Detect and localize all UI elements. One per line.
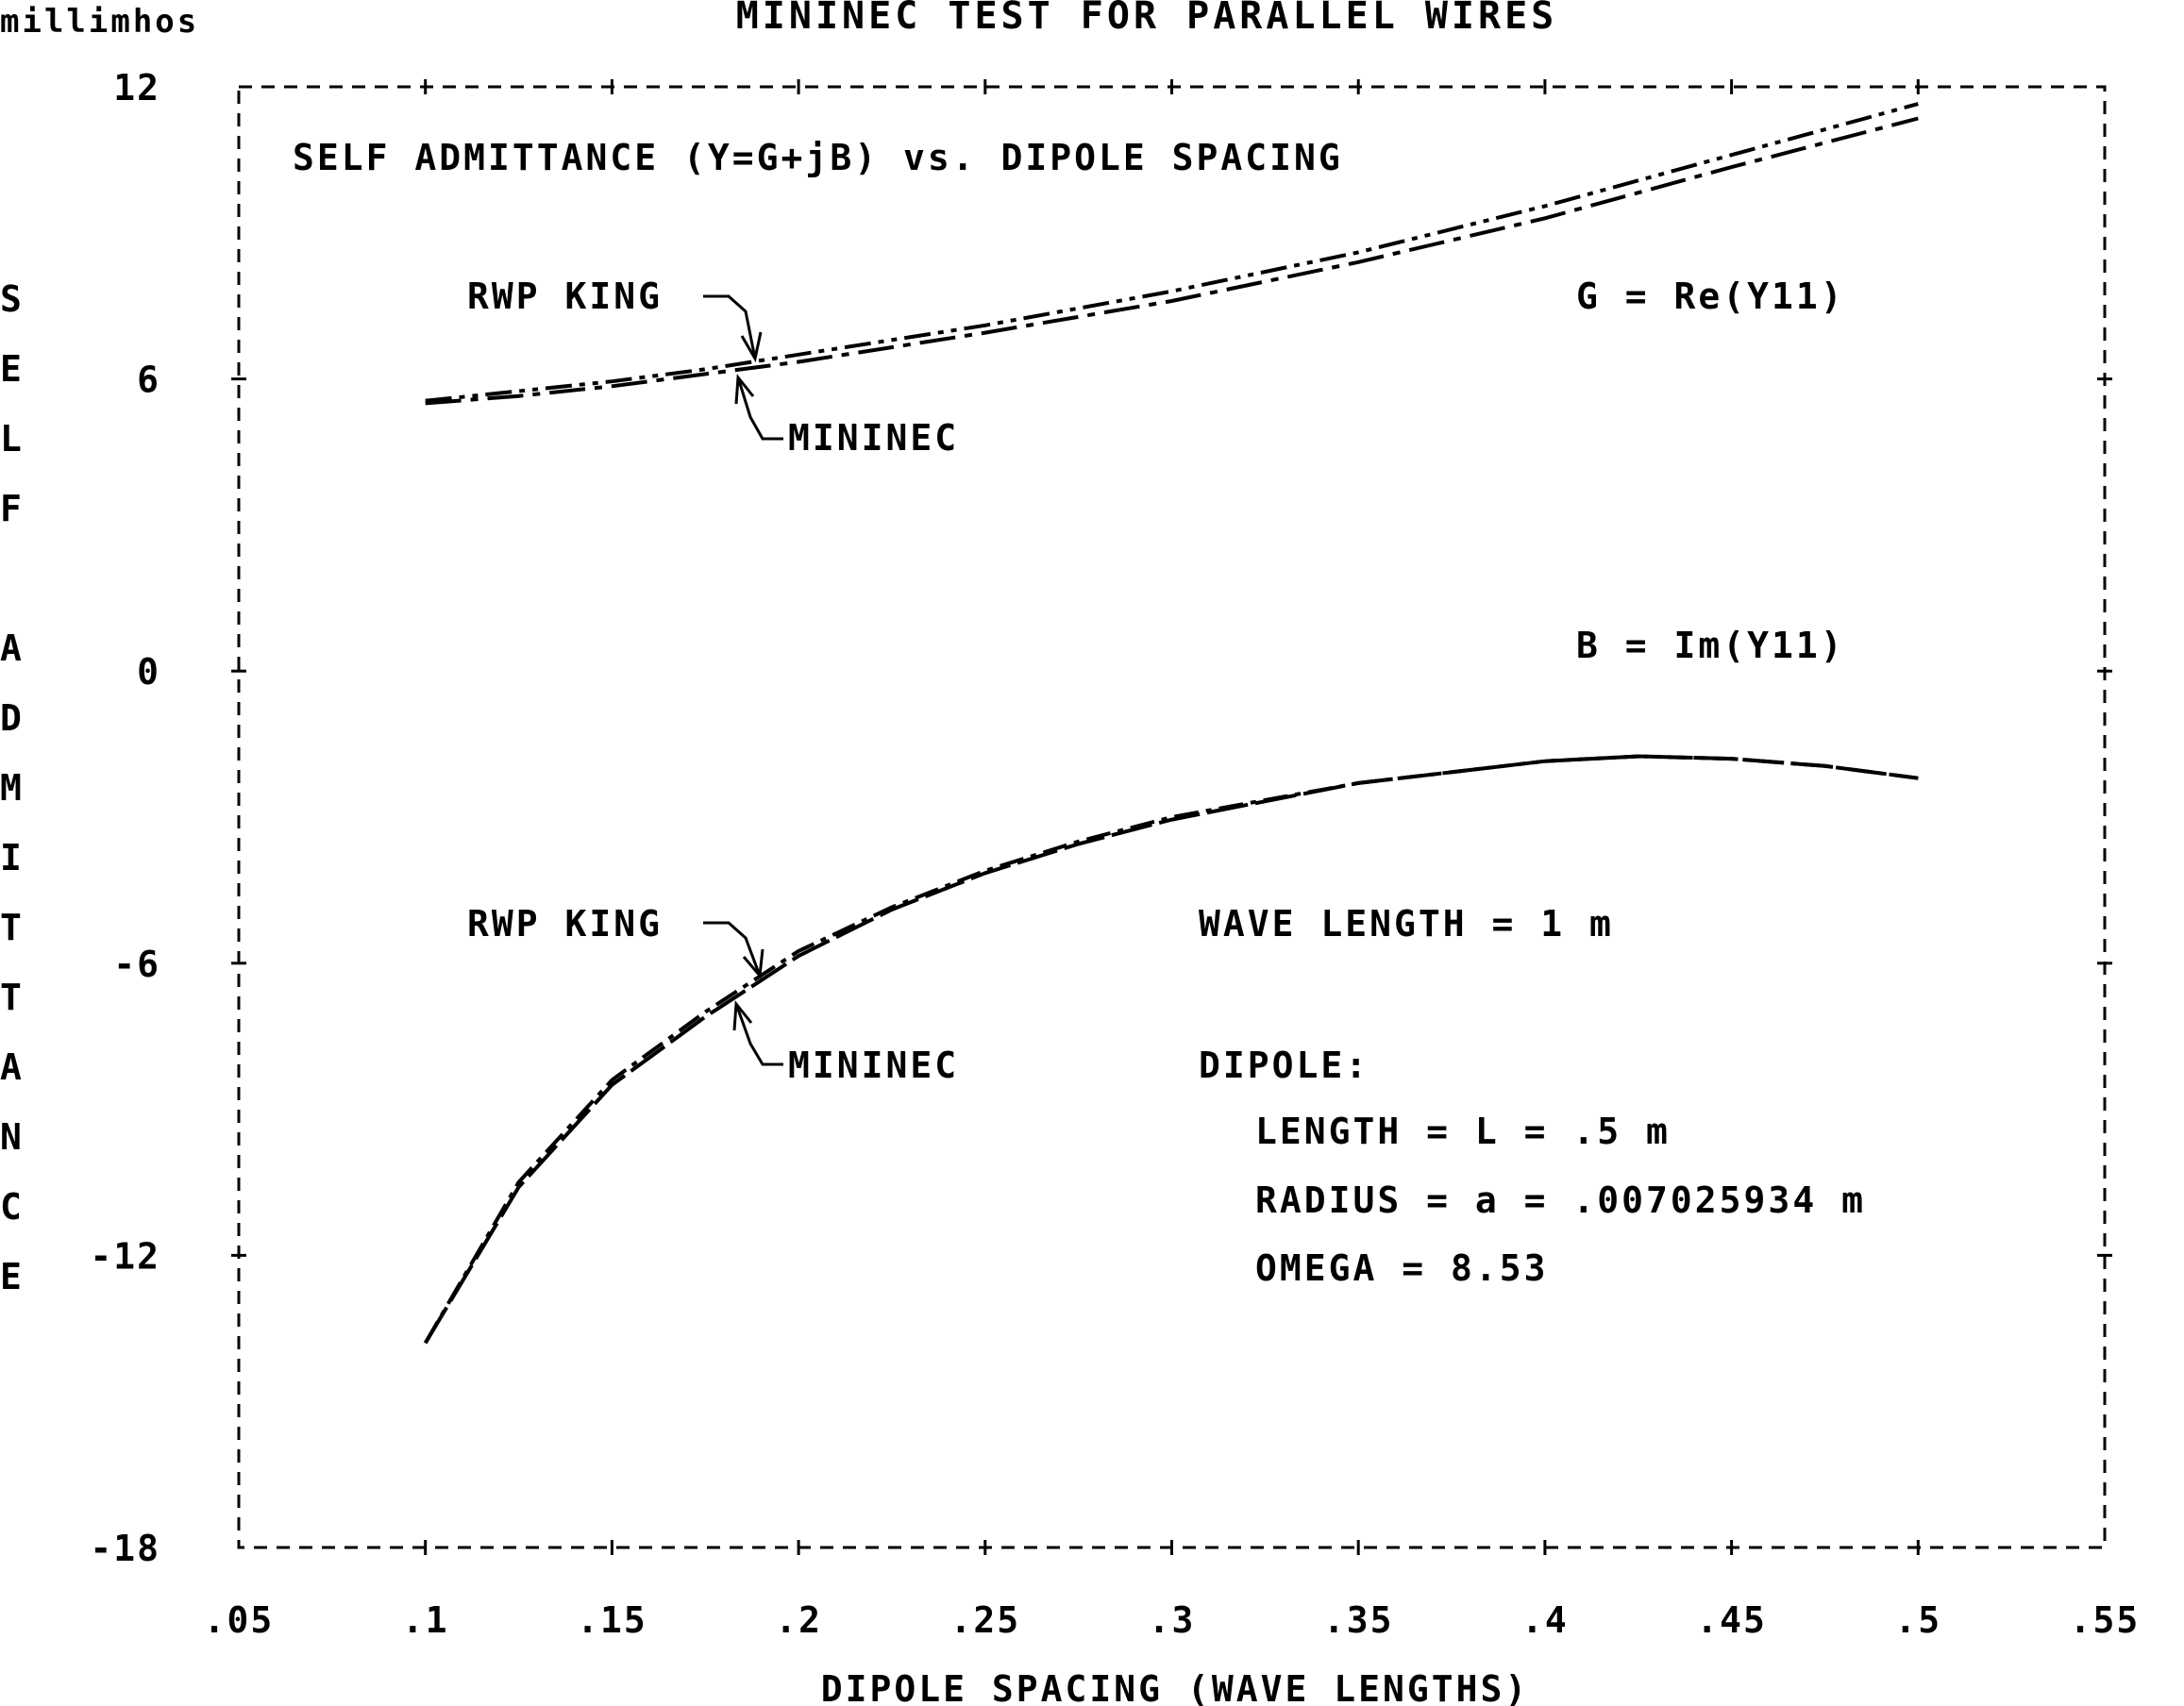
- y-label-letter: N: [0, 1116, 25, 1158]
- y-label-letter: E: [0, 1256, 25, 1297]
- y-tick-label: -6: [113, 944, 160, 985]
- y-label-letter: A: [0, 1046, 25, 1088]
- mininec-pointer-upper: [734, 374, 783, 441]
- series-line-mininec-g: [425, 116, 1919, 406]
- x-tick-label: .5: [1894, 1599, 1941, 1641]
- dipole-omega: OMEGA = 8.53: [1255, 1247, 1549, 1289]
- x-tick-label: .2: [775, 1599, 822, 1641]
- wavelength-note: WAVE LENGTH = 1 m: [1199, 903, 1614, 945]
- series-layer: [423, 102, 1919, 1345]
- x-tick-label: .35: [1323, 1599, 1394, 1641]
- rwp-king-label-upper: RWP KING: [467, 276, 663, 317]
- y-label-letter: S: [0, 278, 25, 320]
- rwp-king-label-lower: RWP KING: [467, 903, 663, 945]
- y-tick-label: 6: [137, 360, 160, 401]
- mininec-label-upper: MININEC: [788, 417, 959, 459]
- b-curve-label: B = Im(Y11): [1576, 625, 1845, 666]
- series-line-rwp-king-g: [425, 102, 1919, 403]
- plot-frame: [237, 85, 2107, 1549]
- x-tick-label: .1: [402, 1599, 449, 1641]
- mininec-pointer-lower: [732, 1000, 783, 1066]
- series-line-rwp-king-b: [423, 754, 1919, 1345]
- y-label-letter: L: [0, 418, 25, 460]
- x-tick-label: .3: [1149, 1599, 1196, 1641]
- y-label-letter: M: [0, 767, 25, 809]
- dipole-length: LENGTH = L = .5 m: [1255, 1111, 1671, 1152]
- y-label-letter: T: [0, 907, 25, 948]
- dipole-radius: RADIUS = a = .007025934 m: [1255, 1179, 1866, 1221]
- y-label-letter: F: [0, 488, 25, 529]
- series-line-mininec-b: [423, 754, 1919, 1345]
- y-label-letter: I: [0, 837, 25, 878]
- x-tick-label: .15: [577, 1599, 647, 1641]
- g-curve-label: G = Re(Y11): [1576, 276, 1845, 317]
- y-tick-label: 0: [137, 651, 160, 693]
- y-label-letter: D: [0, 697, 25, 739]
- x-tick-label: .45: [1696, 1599, 1767, 1641]
- chart-title: MININEC TEST FOR PARALLEL WIRES: [736, 0, 1558, 38]
- units-label: millimhos: [0, 3, 199, 41]
- y-label-letter: T: [0, 977, 25, 1018]
- x-axis-label: DIPOLE SPACING (WAVE LENGTHS): [821, 1668, 1529, 1706]
- y-label-letter: E: [0, 348, 25, 390]
- rwp-king-pointer-lower: [703, 921, 764, 979]
- x-tick-label: .55: [2070, 1599, 2141, 1641]
- x-tick-label: .25: [949, 1599, 1020, 1641]
- y-tick-label: -18: [90, 1528, 160, 1569]
- x-axis-ticks: .05 .1 .15 .2 .25 .3 .35 .4 .45 .5 .55: [204, 79, 2141, 1641]
- dipole-heading: DIPOLE:: [1199, 1045, 1369, 1086]
- inner-title: SELF ADMITTANCE (Y=G+jB) vs. DIPOLE SPAC…: [293, 137, 1343, 178]
- x-tick-label: .05: [204, 1599, 275, 1641]
- y-label-letter: A: [0, 627, 25, 669]
- y-tick-label: -12: [90, 1235, 160, 1277]
- y-tick-label: 12: [113, 67, 160, 109]
- x-tick-label: .4: [1521, 1599, 1569, 1641]
- rwp-king-pointer-upper: [703, 294, 763, 363]
- mininec-label-lower: MININEC: [788, 1045, 959, 1086]
- y-label-letter: C: [0, 1186, 25, 1228]
